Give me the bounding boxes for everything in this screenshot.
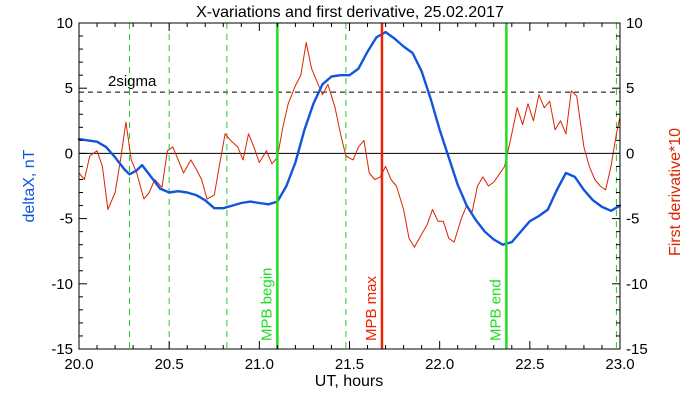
deltax-line [77,30,622,246]
sigma-label: 2sigma [108,73,157,90]
y-tick-label-right-6: 10 [626,15,643,32]
deltax-series [77,30,622,246]
y-tick-label-left-6: 10 [56,15,73,32]
event-label-1: MPB begin [258,268,275,341]
y-tick-label-right-3: -5 [626,211,639,228]
y-tick-label-right-5: 5 [626,80,634,97]
y-tick-label-left-5: 5 [65,80,73,97]
x-tick-label-5: 22.0 [425,356,454,373]
guide-lines [79,23,620,349]
x-tick-label-4: 21.5 [335,356,364,373]
y-tick-label-right-1: -15 [626,341,648,358]
x-tick-label-7: 23.0 [605,356,634,373]
y-tick-label-left-3: -5 [60,211,73,228]
derivative-line [78,42,621,248]
y-tick-label-right-4: 0 [626,145,634,162]
event-label-2: MPB max [363,275,380,341]
x-tick-label-6: 22.5 [515,356,544,373]
chart-title: X-variations and first derivative, 25.02… [196,4,504,21]
event-lines: MPB begin MPB max MPB end [258,23,508,349]
x-tick-label-1: 20.0 [64,356,93,373]
y-axis-label-right: First derivative*10 [667,128,684,256]
x-tick-label-3: 21.0 [245,356,274,373]
y-tick-label-right-2: -10 [626,276,648,293]
x-tick-label-2: 20.5 [155,356,184,373]
y-tick-label-left-2: -10 [51,276,73,293]
derivative-series [78,42,621,248]
event-label-3: MPB end [487,279,504,341]
y-tick-label-left-4: 0 [65,145,73,162]
y-axis-label-left: deltaX, nT [21,149,38,222]
y-tick-label-left-1: -15 [51,341,73,358]
x-axis-label: UT, hours [315,373,383,390]
axis-ticks: 20.0 20.5 21.0 21.5 22.0 22.5 23.0-15 -15-10 -10… [51,15,647,373]
